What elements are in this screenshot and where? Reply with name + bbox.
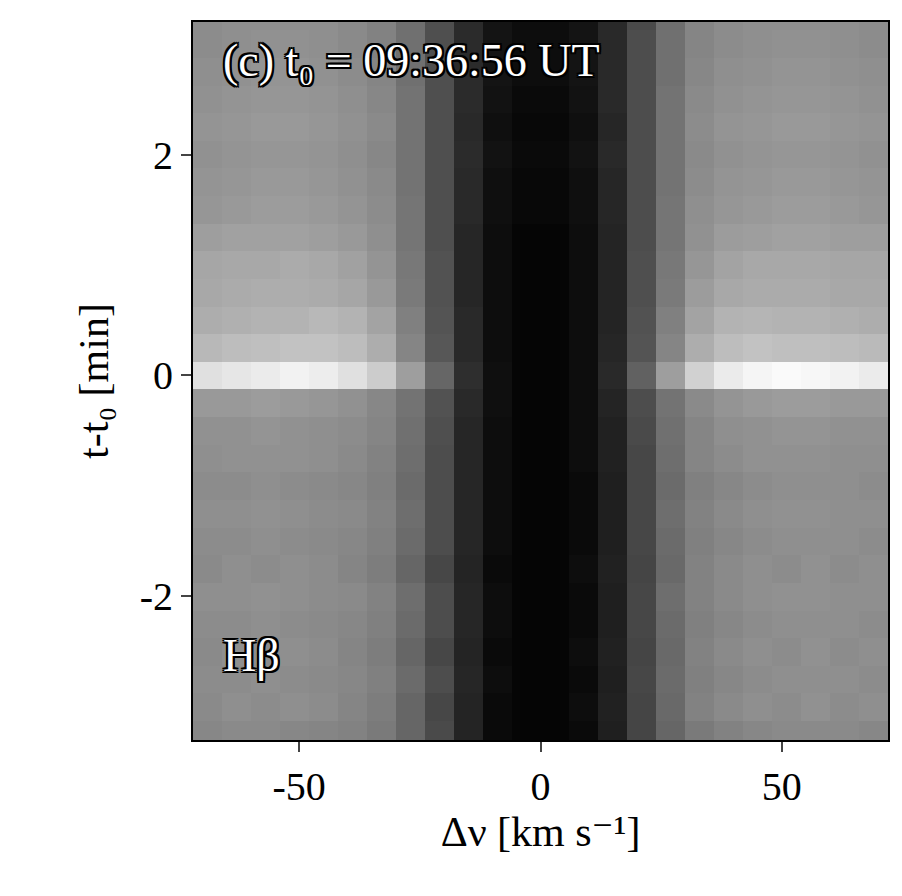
- svg-text:Hβ: Hβ: [223, 630, 280, 681]
- svg-text:0: 0: [153, 353, 173, 398]
- svg-text:0: 0: [531, 764, 551, 809]
- svg-text:t-t₀ [min]: t-t₀ [min]: [71, 303, 117, 459]
- svg-text:50: 50: [762, 764, 802, 809]
- svg-text:-50: -50: [273, 764, 326, 809]
- svg-text:Δν [km s⁻¹]: Δν [km s⁻¹]: [441, 809, 641, 855]
- svg-text:-2: -2: [140, 574, 173, 619]
- svg-text:2: 2: [153, 133, 173, 178]
- svg-text:(c) t₀ = 09:36:56 UT: (c) t₀ = 09:36:56 UT: [223, 35, 600, 86]
